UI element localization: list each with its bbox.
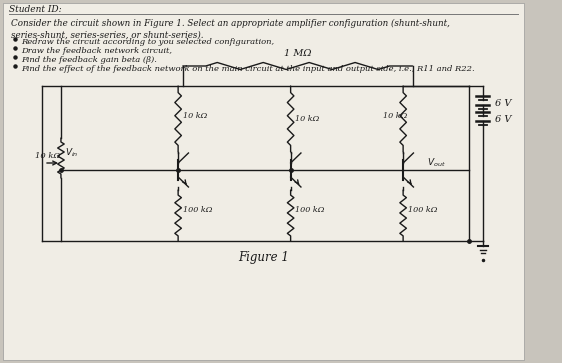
Text: Figure 1: Figure 1 [238, 250, 289, 264]
Text: 6 V: 6 V [495, 98, 511, 107]
Text: Student ID:: Student ID: [10, 5, 62, 14]
Text: Redraw the circuit according to you selected configuration,: Redraw the circuit according to you sele… [21, 38, 274, 46]
Text: 1 MΩ: 1 MΩ [284, 49, 311, 58]
Text: 6 V: 6 V [495, 114, 511, 123]
Text: 10 kΩ: 10 kΩ [35, 152, 60, 160]
Text: 10 kΩ: 10 kΩ [183, 112, 207, 120]
Text: $V_{out}$: $V_{out}$ [427, 157, 445, 169]
Text: 100 kΩ: 100 kΩ [183, 207, 212, 215]
Text: $V_{in}$: $V_{in}$ [65, 147, 78, 159]
Text: 10 kΩ: 10 kΩ [383, 112, 407, 120]
Text: Find the effect of the feedback network on the main circuit at the input and out: Find the effect of the feedback network … [21, 65, 474, 73]
Text: Consider the circuit shown in Figure 1. Select an appropriate amplifier configur: Consider the circuit shown in Figure 1. … [11, 19, 450, 40]
Text: Find the feedback gain beta (β).: Find the feedback gain beta (β). [21, 56, 156, 64]
Text: 10 kΩ: 10 kΩ [295, 115, 320, 123]
Text: Draw the feedback network circuit,: Draw the feedback network circuit, [21, 47, 171, 55]
Text: 100 kΩ: 100 kΩ [295, 207, 325, 215]
Text: 100 kΩ: 100 kΩ [408, 207, 437, 215]
FancyBboxPatch shape [3, 3, 524, 360]
